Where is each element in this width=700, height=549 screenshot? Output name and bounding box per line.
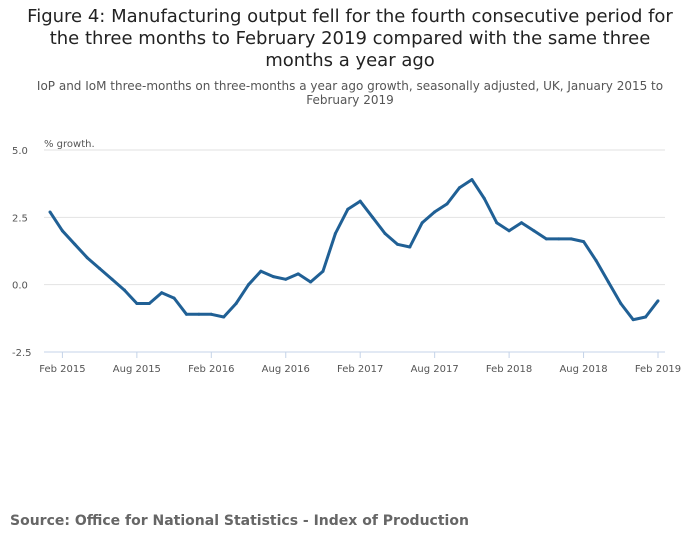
data-point bbox=[433, 210, 437, 214]
x-tick-label: Feb 2016 bbox=[188, 364, 234, 375]
x-tick-label: Aug 2017 bbox=[411, 364, 459, 375]
data-point bbox=[482, 196, 486, 200]
y-tick-label: -2.5 bbox=[12, 348, 32, 359]
data-point bbox=[395, 242, 399, 246]
data-point bbox=[147, 302, 151, 306]
data-point bbox=[309, 280, 313, 284]
data-point bbox=[247, 283, 251, 287]
data-point bbox=[619, 302, 623, 306]
y-tick-label: 2.5 bbox=[12, 213, 28, 224]
data-point bbox=[197, 312, 201, 316]
data-point bbox=[98, 267, 102, 271]
y-tick-label: 0.0 bbox=[12, 281, 28, 292]
data-point bbox=[321, 269, 325, 273]
data-point bbox=[569, 237, 573, 241]
data-point bbox=[333, 231, 337, 235]
data-point bbox=[234, 302, 238, 306]
x-tick-label: Feb 2018 bbox=[486, 364, 532, 375]
data-point bbox=[383, 231, 387, 235]
series-line bbox=[48, 178, 660, 322]
data-point bbox=[110, 277, 114, 281]
data-point bbox=[73, 242, 77, 246]
data-point bbox=[296, 272, 300, 276]
data-point bbox=[346, 207, 350, 211]
data-point bbox=[594, 258, 598, 262]
y-tick-label: 5.0 bbox=[12, 146, 28, 157]
data-point bbox=[135, 302, 139, 306]
data-point bbox=[631, 318, 635, 322]
x-tick-label: Feb 2019 bbox=[635, 364, 681, 375]
source-note: Source: Office for National Statistics -… bbox=[10, 513, 469, 529]
data-point bbox=[408, 245, 412, 249]
data-point bbox=[470, 178, 474, 182]
data-point bbox=[606, 280, 610, 284]
x-tick-label: Aug 2015 bbox=[113, 364, 161, 375]
data-point bbox=[445, 202, 449, 206]
data-point bbox=[507, 229, 511, 233]
data-point bbox=[520, 221, 524, 225]
data-point bbox=[284, 277, 288, 281]
data-point bbox=[122, 288, 126, 292]
data-point bbox=[532, 229, 536, 233]
data-point bbox=[358, 199, 362, 203]
x-tick-label: Aug 2018 bbox=[559, 364, 607, 375]
data-point bbox=[184, 312, 188, 316]
data-point bbox=[371, 215, 375, 219]
data-point bbox=[582, 240, 586, 244]
data-point bbox=[222, 315, 226, 319]
x-tick-label: Feb 2015 bbox=[39, 364, 85, 375]
y-axis-label: % growth. bbox=[44, 139, 95, 150]
data-point bbox=[60, 229, 64, 233]
data-point bbox=[172, 296, 176, 300]
data-point bbox=[160, 291, 164, 295]
data-point bbox=[495, 221, 499, 225]
x-tick-label: Aug 2016 bbox=[262, 364, 310, 375]
data-point bbox=[457, 186, 461, 190]
data-point bbox=[557, 237, 561, 241]
data-point bbox=[85, 256, 89, 260]
x-tick-label: Feb 2017 bbox=[337, 364, 383, 375]
data-point bbox=[420, 221, 424, 225]
data-point bbox=[271, 275, 275, 279]
chart-title: Figure 4: Manufacturing output fell for … bbox=[27, 6, 673, 71]
data-point bbox=[656, 299, 660, 303]
data-point bbox=[209, 312, 213, 316]
data-point bbox=[259, 269, 263, 273]
chart-subtitle: IoP and IoM three-months on three-months… bbox=[36, 79, 664, 107]
data-point bbox=[48, 210, 52, 214]
data-point bbox=[544, 237, 548, 241]
data-point bbox=[644, 315, 648, 319]
